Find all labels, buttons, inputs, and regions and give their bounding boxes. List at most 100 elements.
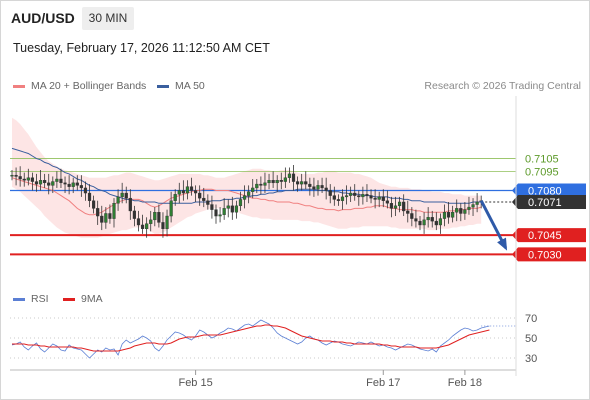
candle [71, 177, 75, 194]
candle-body [157, 211, 161, 223]
candle-body [34, 181, 39, 185]
rsi-series-9ma [12, 324, 490, 352]
interval-badge[interactable]: 30 MIN [82, 7, 134, 30]
candle-body [279, 180, 283, 182]
candle [75, 175, 79, 191]
candle [271, 171, 275, 188]
candle [34, 173, 39, 192]
legend-rsi: RSI [13, 293, 49, 305]
candle-body [393, 205, 398, 209]
x-axis: Feb 15 Feb 17 Feb 18 [10, 96, 517, 389]
rsi-tick-rsi-50: 50 [525, 333, 537, 345]
candle [377, 191, 381, 208]
candle-body [451, 211, 455, 218]
candle [112, 198, 116, 228]
candle [128, 189, 132, 220]
candle-body [340, 196, 345, 201]
candle [328, 184, 332, 204]
candle [198, 185, 202, 206]
candle-body [418, 220, 422, 226]
rsi-swatch [13, 297, 25, 301]
candle-body [373, 197, 377, 200]
candle [165, 209, 169, 237]
candle-body [112, 203, 116, 219]
candle [18, 166, 22, 187]
candle-body [128, 197, 132, 212]
candle [406, 200, 410, 223]
symbol-title: AUD/USD [11, 10, 75, 26]
candle [300, 173, 304, 191]
level-label-support-1: 0.7045 [528, 230, 562, 242]
candle-body [357, 195, 361, 198]
candle [463, 201, 467, 220]
candle-body [161, 222, 165, 230]
candle-body [475, 201, 479, 205]
candle-body [43, 180, 47, 184]
candle [100, 205, 104, 231]
candle [226, 199, 230, 218]
candle-body [312, 186, 316, 190]
candle-body [132, 210, 136, 219]
candle [38, 170, 43, 191]
candle [353, 184, 357, 201]
candle [332, 186, 336, 206]
candle [104, 207, 108, 229]
candle-body [263, 182, 267, 186]
candle [206, 194, 210, 210]
candle [393, 196, 398, 217]
candle [369, 189, 373, 204]
candle [87, 184, 92, 208]
candle [108, 204, 112, 224]
level-label-pivot: 0.7080 [528, 185, 562, 197]
candle-body [169, 200, 173, 217]
candle [442, 204, 447, 227]
candles [10, 164, 483, 238]
candle-body [287, 173, 292, 178]
candle-body [414, 218, 418, 222]
candle [96, 200, 100, 225]
candle [185, 180, 190, 200]
candle-body [385, 200, 389, 204]
candle-body [22, 178, 26, 181]
candle [430, 210, 434, 228]
candle [120, 182, 124, 204]
candle-body [79, 185, 83, 189]
candle [283, 167, 287, 188]
candle-body [251, 187, 255, 192]
candle-body [344, 195, 349, 198]
candle-body [369, 195, 373, 199]
candle-body [275, 180, 279, 184]
candle-body [96, 208, 100, 217]
candle-body [234, 205, 238, 213]
candle [426, 207, 430, 228]
candle [475, 193, 479, 213]
ma20-swatch [13, 84, 25, 88]
candle [242, 185, 247, 209]
candle [324, 177, 328, 200]
candle-body [226, 205, 230, 209]
legend-ma50-label: MA 50 [175, 80, 205, 92]
candle [43, 173, 47, 188]
candle-body [87, 192, 92, 201]
candle-body [349, 192, 353, 196]
candle-body [291, 173, 296, 182]
rsi-tick-rsi-70: 70 [525, 313, 537, 325]
ma50-swatch [157, 84, 169, 88]
candle [22, 172, 26, 187]
level-badge-current [512, 194, 586, 209]
level-badge-support-2 [512, 247, 586, 262]
candle-body [214, 209, 218, 217]
candle-body [434, 220, 438, 226]
candle [308, 177, 312, 196]
candle-body [18, 176, 22, 180]
legend-ma20: MA 20 + Bollinger Bands [13, 80, 146, 92]
candle-body [438, 218, 442, 226]
candle-body [153, 211, 157, 221]
candle [304, 171, 308, 190]
candle-body [30, 177, 34, 182]
candle-body [218, 214, 222, 217]
candle [316, 180, 320, 196]
candle [238, 191, 243, 211]
candle [455, 199, 459, 222]
